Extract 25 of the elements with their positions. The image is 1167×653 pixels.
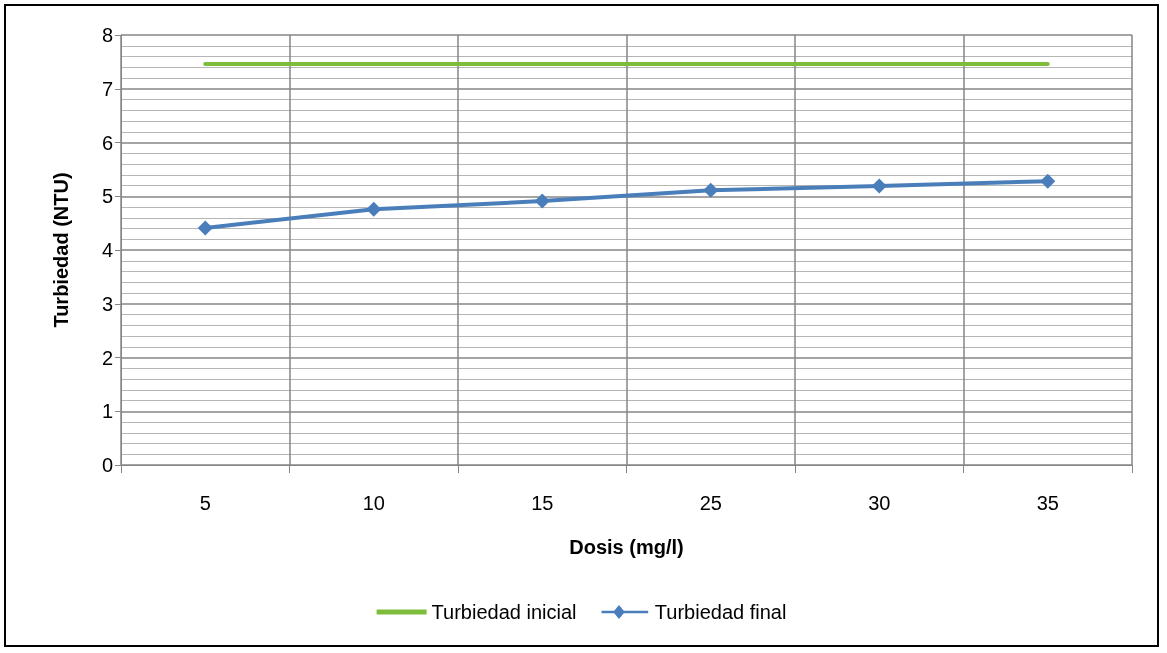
point <box>1040 173 1056 189</box>
legend-label: Turbiedad inicial <box>431 601 577 623</box>
y-tick-label: 7 <box>101 77 113 100</box>
y-tick-label: 8 <box>101 24 113 46</box>
y-axis-title: Turbiedad (NTU) <box>50 172 72 328</box>
y-tick-label: 2 <box>101 346 113 369</box>
x-tick-label: 30 <box>868 492 891 514</box>
x-tick-label: 15 <box>531 492 554 514</box>
point <box>197 220 213 236</box>
point <box>534 193 550 209</box>
legend-label: Turbiedad final <box>654 601 787 623</box>
y-tick-label: 5 <box>101 185 113 208</box>
x-tick-label: 10 <box>362 492 385 514</box>
y-tick-label: 3 <box>101 292 113 315</box>
y-tick-label: 0 <box>101 454 113 476</box>
x-tick-label: 25 <box>699 492 722 514</box>
point <box>871 178 887 194</box>
y-tick-label: 6 <box>101 131 113 154</box>
y-tick-label: 1 <box>101 400 113 423</box>
point <box>703 182 719 198</box>
point <box>366 201 382 217</box>
y-tick-label: 4 <box>101 239 113 261</box>
x-axis-title: Dosis (mg/l) <box>569 536 684 558</box>
x-tick-label: 35 <box>1036 492 1059 514</box>
x-tick-label: 5 <box>199 492 211 514</box>
